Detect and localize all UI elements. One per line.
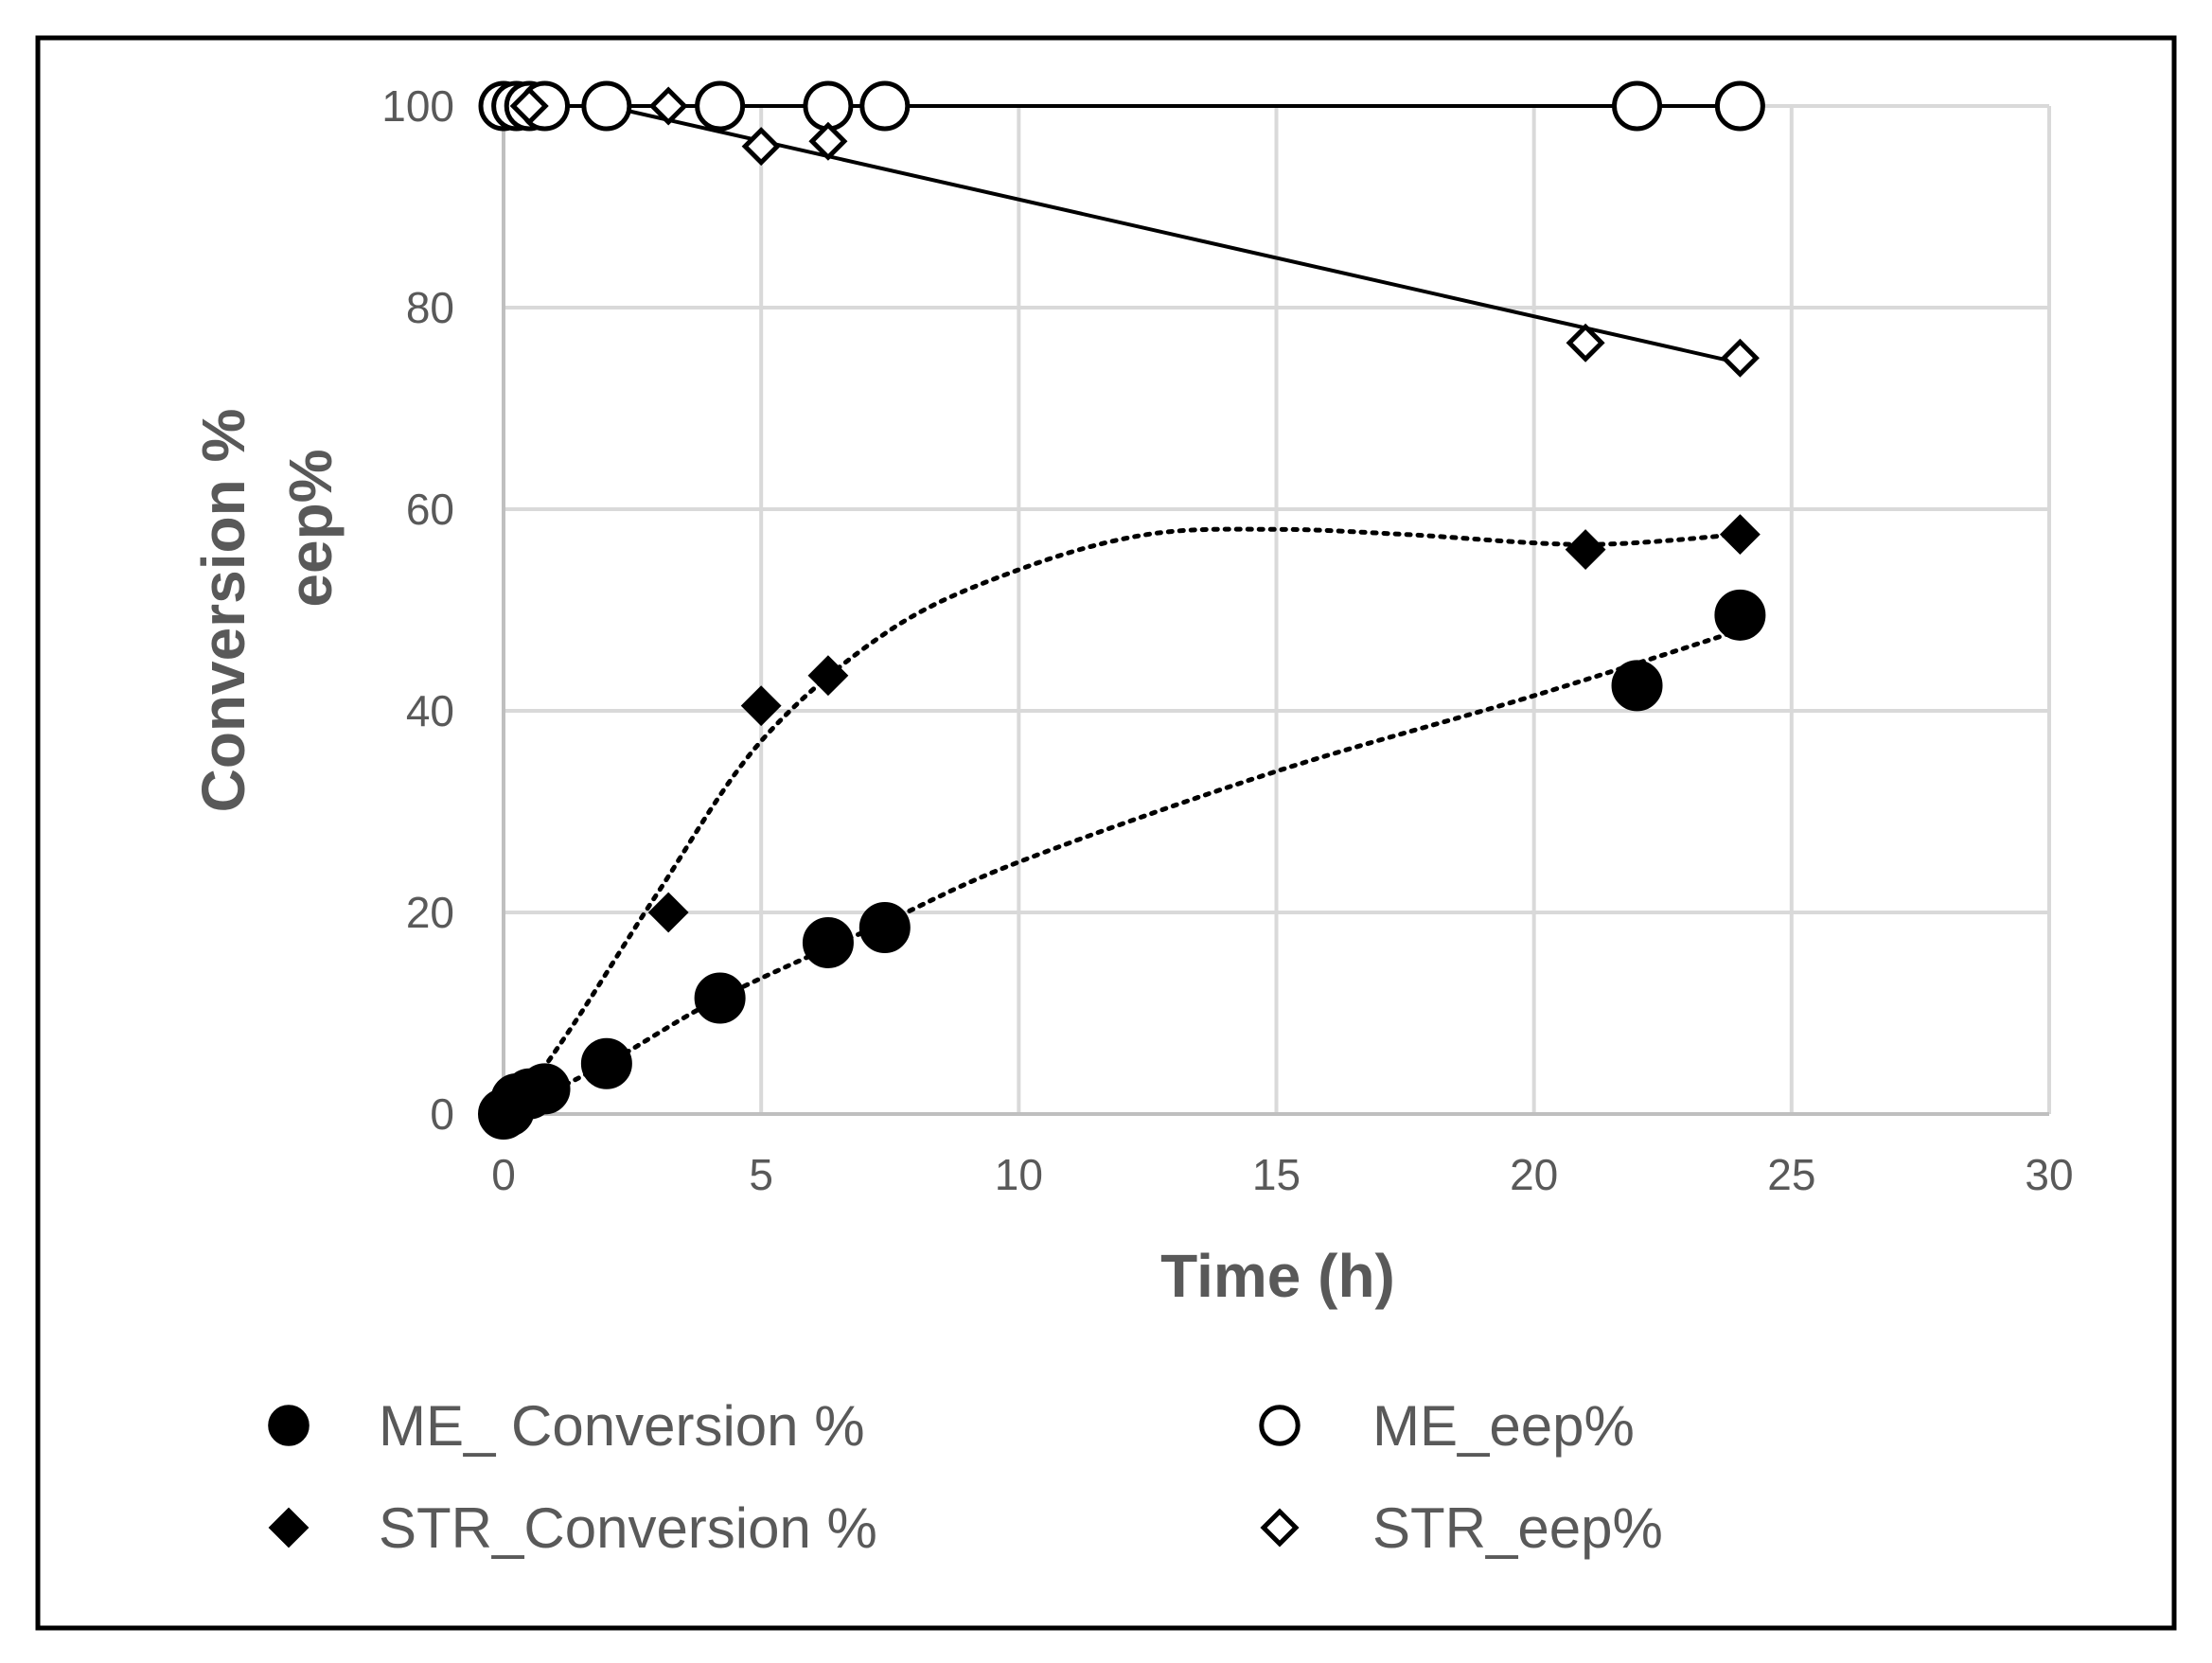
data-points xyxy=(478,80,1766,1140)
point-me-eep xyxy=(1714,80,1765,132)
axis-titles: Time (h) Conversion % eep% xyxy=(189,409,1395,1310)
legend-label-me-eep: ME_eep% xyxy=(1372,1394,1635,1458)
y-tick-label: 60 xyxy=(406,485,454,534)
legend: ME_ Conversion % ME_eep% STR_Conversion % S… xyxy=(268,1394,1663,1560)
point-me-conversion xyxy=(580,1037,632,1089)
point-str-eep xyxy=(741,127,781,167)
point-str-conversion xyxy=(740,685,782,727)
point-str-conversion xyxy=(508,1068,550,1109)
y-tick-label: 40 xyxy=(406,686,454,735)
point-str-eep xyxy=(648,86,688,126)
point-str-conversion xyxy=(647,892,689,933)
x-tick-label: 10 xyxy=(995,1150,1043,1199)
legend-label-str-eep: STR_eep% xyxy=(1372,1496,1663,1560)
point-me-eep xyxy=(859,80,911,132)
point-me-conversion xyxy=(694,972,746,1024)
x-tick-label: 20 xyxy=(1510,1150,1558,1199)
point-str-eep xyxy=(1720,338,1760,378)
x-tick-label: 30 xyxy=(2025,1150,2073,1199)
point-str-conversion xyxy=(807,655,849,697)
trendline-str-conversion xyxy=(526,526,1743,1091)
point-me-conversion xyxy=(1714,589,1766,641)
point-str-conversion xyxy=(1719,514,1761,556)
tick-labels: 0 20 40 60 80 100 0 5 10 15 20 25 30 xyxy=(381,81,2073,1199)
point-me-conversion xyxy=(858,901,911,953)
legend-label-str-conversion: STR_Conversion % xyxy=(379,1496,877,1560)
y-axis-title-line-1: Conversion % xyxy=(189,409,257,813)
x-axis-title: Time (h) xyxy=(1160,1242,1395,1310)
legend-label-me-conversion: ME_ Conversion % xyxy=(379,1394,865,1458)
x-tick-label: 15 xyxy=(1252,1150,1301,1199)
point-me-eep xyxy=(581,80,632,132)
legend-marker-str-conversion xyxy=(268,1507,310,1548)
trendline-me-conversion xyxy=(501,628,1743,1117)
x-tick-label: 25 xyxy=(1767,1150,1815,1199)
x-tick-label: 5 xyxy=(749,1150,773,1199)
x-tick-label: 0 xyxy=(491,1150,516,1199)
point-str-eep xyxy=(808,121,848,161)
trendlines xyxy=(501,104,1743,1117)
y-tick-label: 80 xyxy=(406,283,454,332)
y-tick-label: 100 xyxy=(381,81,454,131)
point-str-eep xyxy=(509,86,549,126)
trendline-str-eep xyxy=(606,104,1741,365)
point-me-eep xyxy=(1612,80,1663,132)
legend-marker-me-eep xyxy=(1259,1405,1301,1446)
axes xyxy=(502,106,2049,1116)
legend-marker-me-conversion xyxy=(268,1405,310,1446)
chart-frame xyxy=(35,35,2177,1631)
point-me-conversion xyxy=(1611,660,1663,712)
point-str-conversion xyxy=(1565,529,1606,571)
point-me-conversion xyxy=(802,916,854,968)
y-axis-title-line-2: eep% xyxy=(276,449,345,607)
point-str-eep xyxy=(1566,323,1605,363)
y-tick-label: 0 xyxy=(430,1089,454,1139)
legend-marker-str-eep xyxy=(1260,1508,1300,1548)
y-tick-label: 20 xyxy=(406,888,454,937)
point-me-eep xyxy=(695,80,746,132)
